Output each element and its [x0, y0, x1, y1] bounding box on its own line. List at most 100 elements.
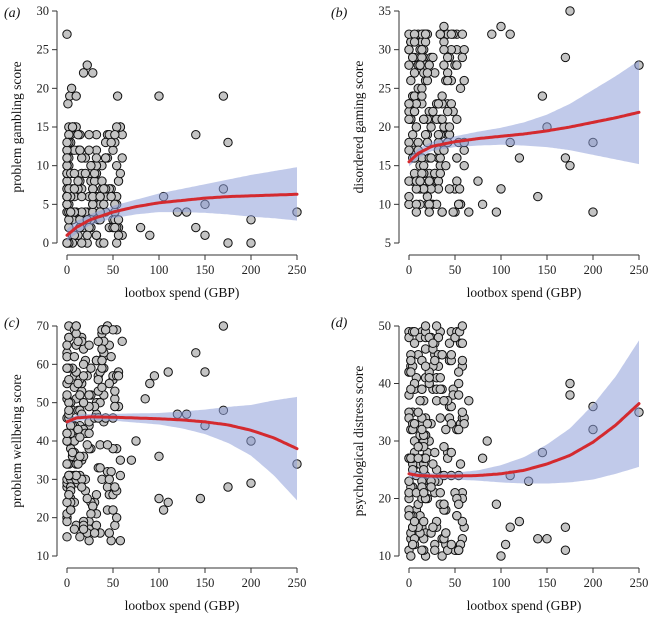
chart2-point [111, 512, 122, 523]
chart0-point [82, 230, 92, 240]
chart3-point [437, 350, 447, 360]
chart3-point [446, 350, 457, 360]
chart1-point [454, 184, 465, 194]
chart0-point [99, 184, 109, 194]
chart3-confidence-band [409, 340, 639, 484]
chart1-point [437, 207, 447, 217]
chart2-point [69, 351, 80, 362]
chart0-point [110, 222, 120, 233]
chart1-point [533, 191, 543, 202]
chart1-point [444, 184, 455, 194]
chart3-point [457, 516, 468, 527]
chart3-point [430, 447, 440, 458]
chart2-point [106, 535, 116, 546]
chart0-point [145, 230, 155, 240]
chart0-y-tick-label: 15 [37, 120, 50, 134]
chart3-x-tick-label: 50 [449, 576, 462, 590]
chart3-y-tick-label: 30 [379, 434, 392, 448]
chart0-point [73, 130, 83, 140]
chart2-point [69, 524, 80, 534]
chart2-point [62, 516, 72, 527]
chart1-point [459, 75, 469, 86]
chart1-point [417, 91, 427, 101]
chart1-point [417, 83, 427, 94]
chart2-point [64, 405, 74, 416]
chart2-point [62, 532, 72, 542]
chart0-point [69, 168, 80, 179]
chart1-point [422, 75, 433, 86]
chart2-point [75, 532, 85, 542]
chart1-point [441, 160, 451, 171]
panel-a: 0 50 100 150 200 250 0 5 10 15 20 25 30 lootbox spend… [0, 0, 327, 310]
chart2-point [102, 440, 113, 450]
chart1-point [505, 29, 515, 39]
chart0-x-tick-label: 150 [196, 263, 215, 277]
chart3-point [428, 459, 438, 469]
chart1-point [439, 44, 449, 55]
chart3-point [419, 488, 429, 498]
chart1-fit-line [407, 110, 641, 164]
chart1-point [406, 75, 416, 86]
chart3-point [417, 545, 427, 555]
chart3-point [428, 522, 438, 532]
chart1-y-tick-label: 25 [379, 81, 392, 95]
chart2-point [158, 505, 169, 515]
chart0-point [88, 199, 98, 210]
chart2-point [154, 451, 164, 462]
chart0-point [91, 153, 102, 163]
chart0-y-tick-label: 30 [37, 4, 50, 18]
chart0-point [82, 60, 92, 70]
chart1-point [491, 207, 502, 217]
chart2-point [95, 463, 105, 473]
chart3-point [452, 511, 462, 521]
chart0-point [89, 168, 100, 179]
chart1-point [448, 207, 458, 217]
chart0-fit-line [65, 192, 299, 237]
chart3-point [444, 338, 455, 348]
chart3-point [406, 384, 416, 394]
chart2-point [104, 528, 115, 538]
chart-a: 0 50 100 150 200 250 0 5 10 15 20 25 30 lootbox spend… [4, 4, 306, 300]
chart2-point [64, 489, 74, 500]
chart0-y-tick-label: 25 [37, 43, 50, 57]
chart1-point [424, 176, 434, 186]
chart2-point [62, 459, 72, 469]
chart3-point [409, 419, 420, 429]
chart0-point [108, 145, 118, 155]
chart0-point [78, 68, 89, 78]
panel-d: 0 50 100 150 200 250 10 20 30 40 50 lootbox spend (… [327, 310, 654, 620]
chart0-point [69, 184, 80, 194]
chart0-point [77, 238, 87, 248]
chart1-point [444, 122, 455, 132]
chart1-point [407, 52, 418, 63]
chart2-point [163, 367, 173, 377]
chart2-point [75, 432, 85, 442]
chart2-point [84, 340, 94, 350]
chart3-point [428, 338, 438, 348]
chart3-point [565, 390, 575, 400]
chart0-point [75, 145, 85, 155]
chart3-point [419, 516, 429, 527]
chart2-point [117, 336, 127, 347]
chart2-point [84, 428, 94, 439]
chart1-point [496, 184, 506, 194]
chart1-point [433, 130, 444, 140]
chart1-point [413, 137, 423, 148]
chart2-point [73, 378, 83, 389]
chart2-point [82, 493, 92, 504]
chart1-point [435, 168, 445, 179]
chart2-point [62, 436, 72, 446]
chart3-point [446, 419, 457, 429]
chart0-point [80, 168, 91, 179]
chart2-point [93, 336, 103, 347]
chart1-point [404, 60, 414, 70]
chart2-x-axis-title: lootbox spend (GBP) [125, 598, 240, 613]
chart0-point [62, 145, 72, 155]
chart1-point [496, 21, 506, 32]
chart2-point [110, 401, 120, 412]
chart3-point [560, 545, 571, 555]
chart1-y-tick-label: 35 [379, 4, 392, 18]
chart2-point [104, 474, 115, 485]
chart1-point [565, 6, 575, 16]
